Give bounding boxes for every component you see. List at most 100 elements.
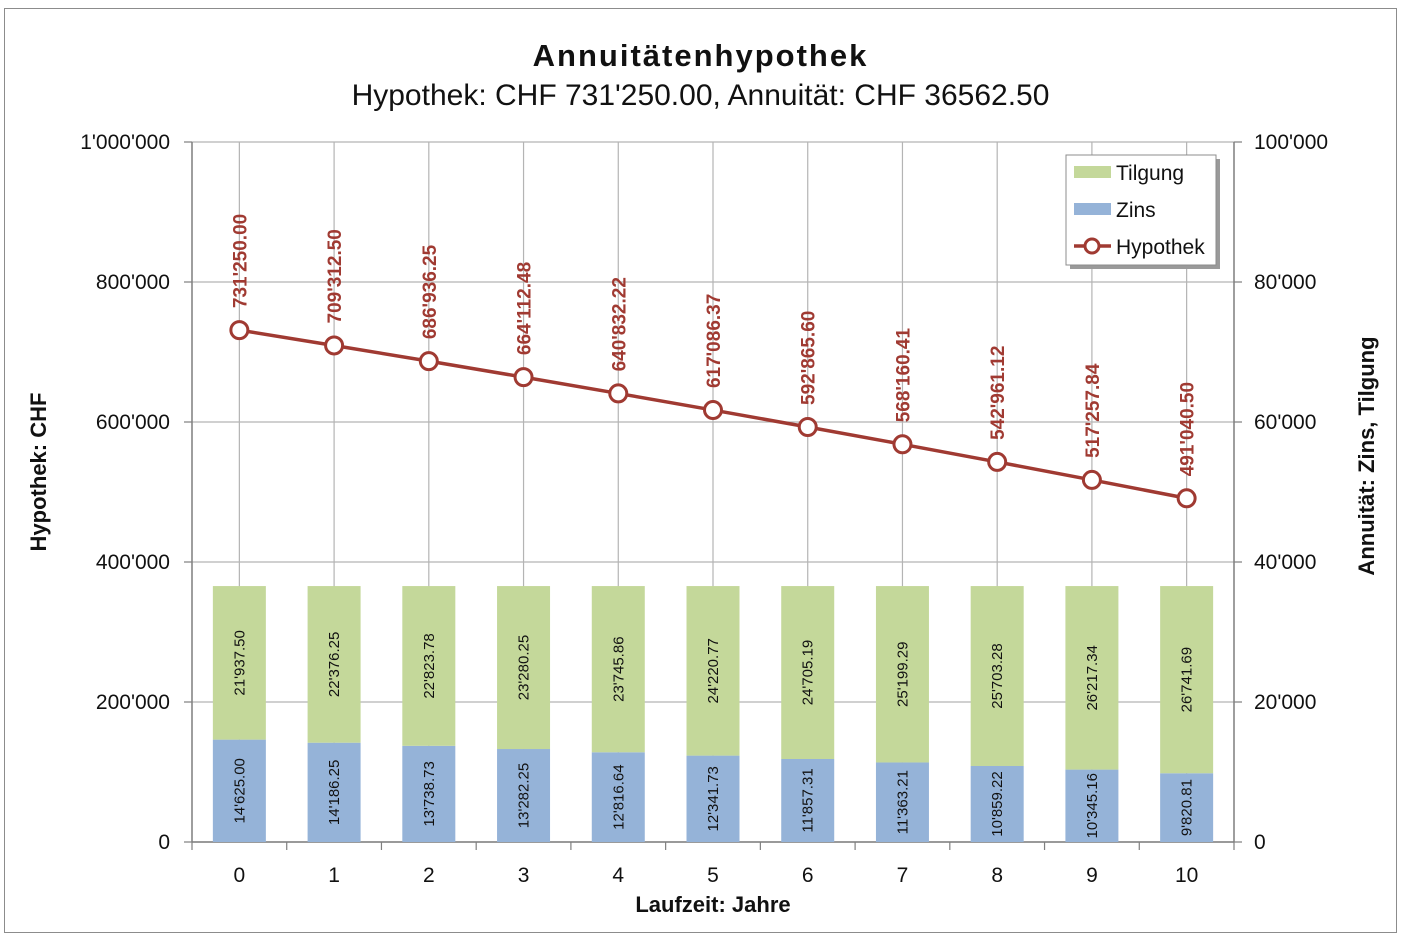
y-tick-label-left: 0	[158, 831, 170, 854]
y-tick-label-right: 80'000	[1254, 271, 1316, 294]
bar-tilgung	[402, 586, 456, 746]
y-tick-label-right: 100'000	[1254, 131, 1328, 154]
bar-zins	[307, 742, 361, 842]
y-tick-label-right: 40'000	[1254, 551, 1316, 574]
x-tick-label: 2	[423, 864, 435, 887]
x-tick-label: 9	[1086, 864, 1098, 887]
point-hypothek	[418, 351, 439, 372]
bar-tilgung	[686, 586, 740, 756]
point-hypothek	[608, 383, 629, 404]
bar-zins	[497, 749, 551, 842]
bar-tilgung	[212, 586, 266, 740]
bar-label-tilgung: 23'280.25	[516, 635, 533, 700]
data-label-hypothek: 542'961.12	[988, 346, 1009, 440]
bar-tilgung	[591, 586, 645, 753]
point-hypothek	[987, 451, 1008, 472]
bar-label-zins: 10'345.16	[1084, 773, 1101, 838]
x-tick-label: 7	[897, 864, 909, 887]
x-tick-label: 6	[802, 864, 814, 887]
x-tick-label: 3	[518, 864, 530, 887]
y-tick-label-left: 600'000	[96, 411, 170, 434]
point-hypothek	[797, 416, 818, 437]
bar-label-tilgung: 22'823.78	[421, 633, 438, 698]
legend-label-tilgung: Tilgung	[1116, 162, 1184, 185]
y-tick-label-left: 1'000'000	[80, 131, 170, 154]
bar-label-tilgung: 21'937.50	[231, 630, 248, 695]
y-axis-title-left: Hypothek: CHF	[26, 393, 51, 552]
bar-zins	[402, 745, 456, 842]
bar-label-zins: 11'363.21	[894, 770, 911, 834]
bar-label-tilgung: 25'199.29	[894, 642, 911, 707]
data-label-hypothek: 491'040.50	[1178, 382, 1199, 476]
point-hypothek	[324, 335, 345, 356]
bar-label-zins: 12'816.64	[610, 764, 627, 829]
bar-zins	[781, 758, 835, 842]
data-label-hypothek: 686'936.25	[420, 244, 441, 339]
bar-tilgung	[497, 586, 551, 750]
legend-swatch-tilgung	[1074, 166, 1111, 178]
y-tick-label-right: 60'000	[1254, 411, 1316, 434]
x-tick-label: 4	[612, 864, 624, 887]
data-label-hypothek: 568'160.41	[893, 328, 914, 423]
data-label-hypothek: 617'086.37	[704, 294, 725, 388]
bar-label-zins: 13'738.73	[421, 761, 438, 826]
point-hypothek	[1176, 488, 1197, 509]
bar-tilgung	[970, 586, 1024, 766]
bar-label-tilgung: 25'703.28	[989, 643, 1006, 708]
bar-zins	[212, 739, 266, 842]
bar-label-tilgung: 23'745.86	[610, 636, 627, 701]
bar-label-zins: 13'282.25	[516, 763, 533, 828]
chart-title: Annuitätenhypothek	[532, 38, 869, 73]
bar-label-tilgung: 22'376.25	[326, 632, 343, 697]
y-axis-title-right: Annuität: Zins, Tilgung	[1354, 336, 1379, 575]
data-label-hypothek: 664'112.48	[515, 262, 536, 355]
data-label-hypothek: 709'312.50	[325, 229, 346, 323]
y-tick-label-left: 200'000	[96, 691, 170, 714]
bar-label-zins: 11'857.31	[800, 768, 817, 832]
x-tick-label: 8	[991, 864, 1003, 887]
bar-zins	[1065, 769, 1119, 842]
bar-zins	[686, 755, 740, 842]
x-axis-title: Laufzeit: Jahre	[635, 892, 790, 917]
y-tick-label-right: 0	[1254, 831, 1266, 854]
bar-tilgung	[307, 586, 361, 743]
bar-tilgung	[1160, 586, 1214, 774]
y-tick-label-right: 20'000	[1254, 691, 1316, 714]
point-hypothek	[703, 400, 723, 421]
bar-label-tilgung: 24'705.19	[800, 640, 817, 705]
bar-zins	[875, 762, 929, 842]
bar-label-tilgung: 24'220.77	[705, 638, 722, 703]
point-hypothek	[1081, 469, 1102, 490]
chart-subtitle: Hypothek: CHF 731'250.00, Annuität: CHF …	[351, 79, 1050, 112]
x-tick-label: 1	[328, 864, 340, 887]
bar-label-zins: 10'859.22	[989, 771, 1006, 836]
bar-label-tilgung: 26'741.69	[1179, 647, 1196, 712]
x-tick-label: 10	[1175, 864, 1198, 887]
bar-label-tilgung: 26'217.34	[1084, 645, 1101, 710]
data-label-hypothek: 517'257.84	[1083, 363, 1104, 458]
bar-label-zins: 9'820.81	[1179, 779, 1196, 836]
bar-tilgung	[781, 586, 835, 759]
legend-label-hypothek: Hypothek	[1116, 236, 1205, 259]
y-tick-label-left: 400'000	[96, 551, 170, 574]
bar-zins	[970, 765, 1024, 842]
bar-zins	[1160, 773, 1214, 842]
data-label-hypothek: 640'832.22	[609, 277, 630, 371]
x-tick-label: 0	[234, 864, 246, 887]
point-hypothek	[513, 367, 534, 388]
bar-label-zins: 14'186.25	[326, 760, 343, 825]
bar-zins	[591, 752, 645, 842]
bar-tilgung	[875, 586, 929, 763]
x-tick-label: 5	[707, 864, 719, 887]
legend-swatch-zins	[1074, 203, 1111, 215]
legend-marker-hypothek	[1083, 237, 1101, 255]
bar-label-zins: 14'625.00	[231, 758, 248, 823]
data-label-hypothek: 731'250.00	[230, 214, 251, 308]
point-hypothek	[892, 434, 913, 455]
bar-label-zins: 12'341.73	[705, 766, 722, 831]
legend-label-zins: Zins	[1116, 199, 1156, 222]
point-hypothek	[229, 320, 250, 341]
data-label-hypothek: 592'865.60	[799, 311, 820, 405]
bar-tilgung	[1065, 586, 1119, 770]
